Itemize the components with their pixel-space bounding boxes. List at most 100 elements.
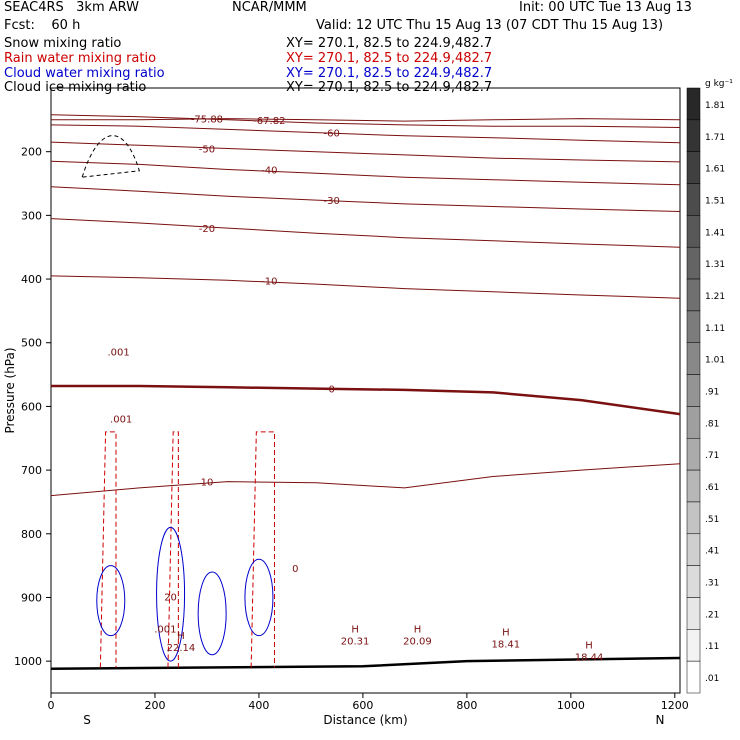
colorbar-segment [686,533,701,566]
field-label-cloud-water: Cloud water mixing ratio [4,66,165,81]
colorbar-segment [686,469,701,503]
rain-contour [250,431,276,668]
x-tick-label: 200 [144,699,165,712]
snow-contour [81,135,141,178]
cloud-water-contour [244,558,274,637]
colorbar-label: .21 [705,610,719,620]
colorbar-label: 1.41 [705,228,725,238]
y-tick-label: 600 [21,400,42,413]
cloud-water-contour [96,565,126,637]
extremum-value: 20.31 [341,637,370,648]
y-tick-label: 400 [21,273,42,286]
colorbar-label: .61 [705,483,719,493]
y-axis-label: Pressure (hPa) [3,347,17,433]
temperature-contour-label: 0 [329,385,335,396]
colorbar-segment [686,438,701,471]
temperature-contour [50,141,681,163]
y-tick-label: 300 [21,209,42,222]
center-title: NCAR/MMM [232,0,307,15]
temperature-contour-label: -75.88 [191,115,223,126]
temperature-contour [50,275,681,299]
terrain-surface [50,656,681,671]
y-tick-label: 500 [21,337,42,350]
colorbar-segment [686,246,701,280]
colorbar-segment [686,183,701,216]
x-tick-label: 800 [456,699,477,712]
x-tick-label: 0 [48,699,55,712]
colorbar-segment [686,629,701,662]
temperature-contour [50,124,681,144]
colorbar-segment [686,215,701,248]
valid-time: Valid: 12 UTC Thu 15 Aug 13 (07 CDT Thu … [316,18,664,33]
y-tick-label: 900 [21,591,42,604]
colorbar-segment [686,119,701,152]
x-tick-label: 1200 [661,699,689,712]
extremum-value: 22.14 [167,643,196,654]
temperature-contour-label: -40 [261,166,277,177]
contour-label: 0 [292,564,298,575]
temperature-contour [50,218,681,248]
temperature-contour-label: -30 [324,196,340,207]
extremum-value: 18.41 [492,640,521,651]
temperature-contour [50,160,681,186]
extremum-marker: H [351,625,359,636]
colorbar-segment [686,87,701,121]
cloud-water-contour [197,571,227,656]
colorbar-unit: g kg⁻¹ [705,79,733,89]
colorbar-label: 1.21 [705,292,725,302]
field-xy-rain: XY= 270.1, 82.5 to 224.9,482.7 [286,51,493,66]
colorbar-segment [686,565,701,598]
colorbar-label: 1.51 [705,196,725,206]
field-xy-cloud-water: XY= 270.1, 82.5 to 224.9,482.7 [286,66,493,81]
temperature-contour [51,118,681,122]
extremum-marker: H [177,631,185,642]
temperature-contour-label: -20 [199,224,215,235]
colorbar-label: .91 [705,388,719,398]
extremum-value: 20.09 [403,637,432,648]
y-tick-label: 700 [21,464,42,477]
colorbar-label: .01 [705,674,719,684]
temperature-contour-label: -50 [199,145,215,156]
colorbar-segment [686,501,701,535]
cloud-water-contour [156,526,186,662]
endpoint-left: S [83,713,91,727]
extremum-value: 18.44 [575,652,604,663]
colorbar-label: .71 [705,451,719,461]
colorbar-segment [686,374,701,407]
colorbar-segment [686,278,701,312]
field-label-rain: Rain water mixing ratio [4,51,157,66]
temperature-contour [51,384,681,416]
y-tick-label: 200 [21,146,42,159]
forecast-hour: Fcst: 60 h [4,18,81,33]
extremum-marker: H [585,640,593,651]
y-tick-label: 1000 [14,655,42,668]
temperature-contour-label: -60 [324,129,340,140]
temperature-contour-label: -10 [261,276,277,287]
extremum-marker: H [502,628,510,639]
colorbar-segment [686,310,701,343]
x-tick-label: 1000 [557,699,585,712]
contour-label: .001 [110,414,132,425]
field-xy-snow: XY= 270.1, 82.5 to 224.9,482.7 [286,36,493,51]
temperature-contour-label: 10 [201,478,214,489]
colorbar-label: 1.61 [705,165,725,175]
contour-label: .001 [107,347,129,358]
temperature-contour [50,463,681,497]
contour-label: .001 [154,625,176,636]
colorbar-label: 1.31 [705,260,725,270]
colorbar-label: .31 [705,579,719,589]
colorbar-label: 1.71 [705,133,725,143]
colorbar-label: 1.11 [705,324,725,334]
temperature-contour-label: -67.82 [253,116,285,127]
extremum-marker: H [414,625,422,636]
plot-frame [50,87,681,694]
colorbar-segment [686,406,701,439]
contour-label: 20 [164,593,177,604]
x-tick-label: 600 [352,699,373,712]
rain-contour [99,431,117,668]
x-tick-label: 400 [248,699,269,712]
colorbar-label: .11 [705,642,719,652]
endpoint-right: N [656,713,665,727]
colorbar-segment [686,342,701,375]
